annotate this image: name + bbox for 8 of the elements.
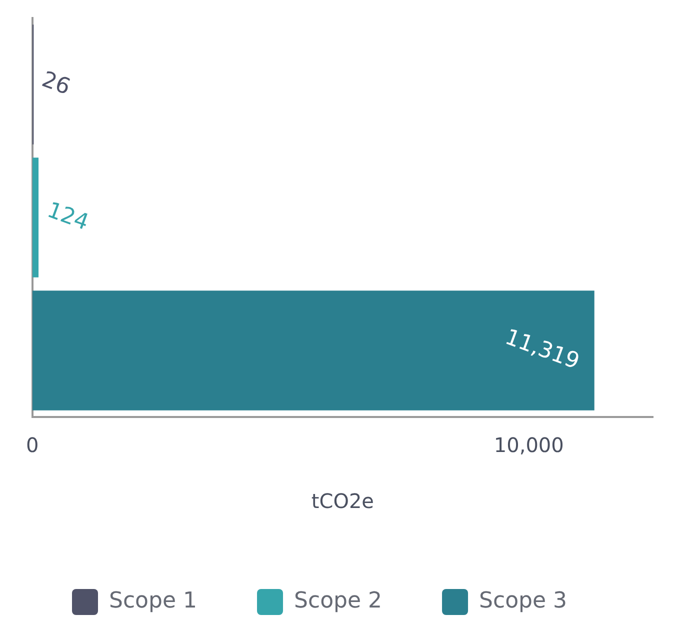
legend-label: Scope 2 [294,588,382,614]
legend-label: Scope 3 [479,588,568,614]
data-label: 124 [44,198,92,236]
legend-label: Scope 1 [109,588,198,614]
data-label: 26 [38,67,74,100]
x-tick-label: 10,000 [494,433,564,458]
x-axis-title: tCO2e [311,489,374,514]
x-tick-label: 0 [26,433,39,458]
